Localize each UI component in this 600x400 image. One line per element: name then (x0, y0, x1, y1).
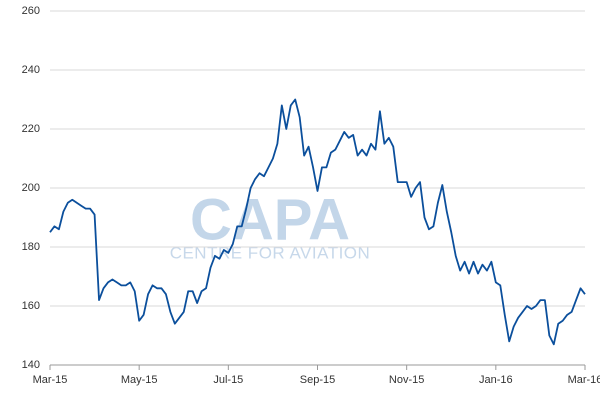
y-tick-label: 180 (22, 241, 40, 253)
y-tick-label: 160 (22, 300, 40, 312)
watermark-subtitle: CENTRE FOR AVIATION (170, 243, 371, 262)
x-tick-label: Mar-15 (33, 374, 68, 386)
watermark: CAPA (190, 187, 350, 252)
y-tick-label: 260 (22, 5, 40, 17)
x-tick-label: Jul-15 (213, 374, 243, 386)
x-tick-label: Sep-15 (300, 374, 335, 386)
x-tick-label: Mar-16 (568, 374, 600, 386)
line-series (49, 98, 586, 346)
y-tick-label: 200 (22, 182, 40, 194)
x-tick-label: Jan-16 (479, 374, 513, 386)
y-tick-label: 240 (22, 64, 40, 76)
x-tick-label: Nov-15 (389, 374, 424, 386)
y-tick-label: 140 (22, 359, 40, 371)
y-tick-label: 220 (22, 123, 40, 135)
x-tick-label: May-15 (121, 374, 158, 386)
